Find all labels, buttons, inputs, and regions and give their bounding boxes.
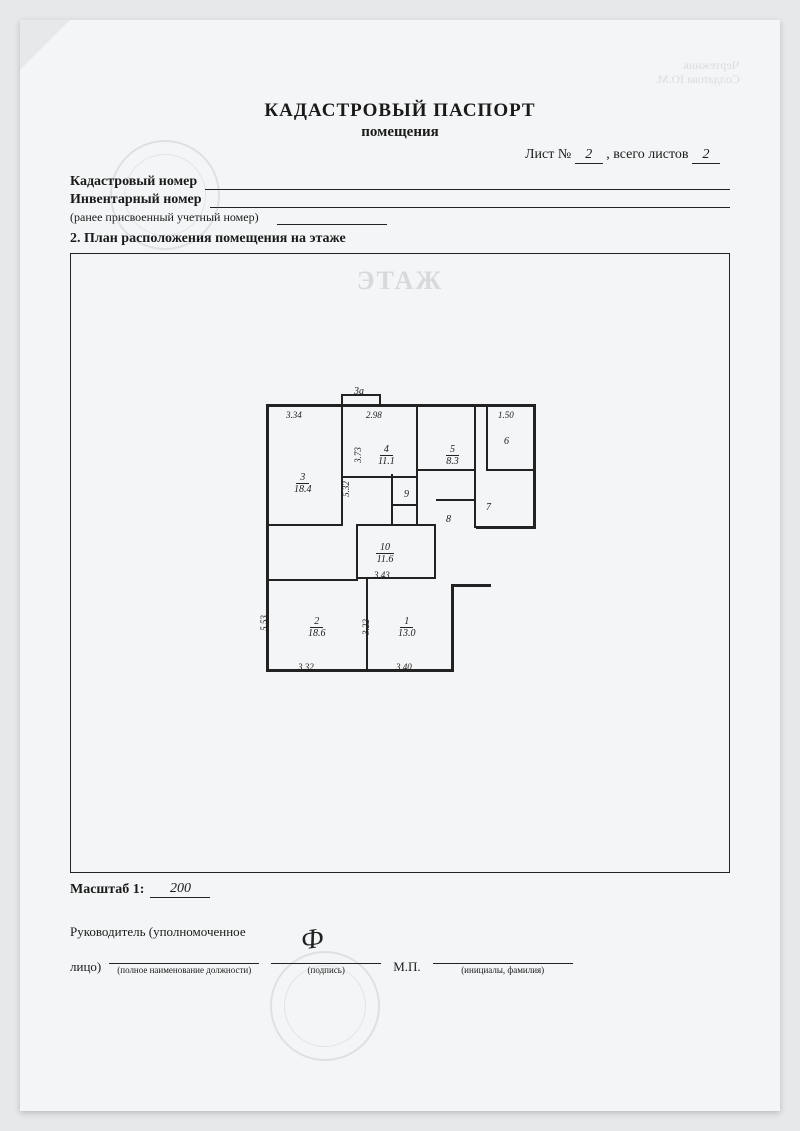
dimension-label: 3.34 xyxy=(286,410,302,420)
sig-line-sign xyxy=(271,948,381,964)
section-title: План расположения помещения на этаже xyxy=(84,231,346,246)
dimension-label: 5.53 xyxy=(259,615,269,631)
dimension-label: 2.98 xyxy=(366,410,382,420)
wall xyxy=(533,404,536,529)
cadastral-line xyxy=(205,176,730,190)
signature-block: Руководитель (уполномоченное лицо) (полн… xyxy=(70,924,730,975)
room-label-9: 9 xyxy=(404,489,409,500)
sig-role-2: лицо) xyxy=(70,959,101,975)
dimension-label: 1.50 xyxy=(498,410,514,420)
sig-role-1: Руководитель (уполномоченное xyxy=(70,924,259,940)
wall xyxy=(391,474,393,524)
room-label-7: 7 xyxy=(486,502,491,513)
sheet-total: 2 xyxy=(692,147,720,164)
plan-frame: ЭТАЖ 113.0 218.6 318.4 3a 411.1 58.3 6 7 8 9 1011.… xyxy=(70,253,730,873)
room-label-4: 411.1 xyxy=(378,444,395,467)
wall xyxy=(266,404,269,672)
stamp-abbr: М.П. xyxy=(393,959,420,974)
title-block: КАДАСТРОВЫЙ ПАСПОРТ помещения xyxy=(70,100,730,141)
floorplan: 113.0 218.6 318.4 3a 411.1 58.3 6 7 8 9 1011.6 3.34… xyxy=(246,374,556,684)
room-label-6: 6 xyxy=(504,436,509,447)
sheet-num: 2 xyxy=(575,147,603,164)
room-label-5: 58.3 xyxy=(446,444,459,467)
wall xyxy=(356,524,436,526)
signature-mark: Ф xyxy=(299,923,326,958)
wall xyxy=(391,504,417,506)
stamp-top xyxy=(110,140,220,250)
wall xyxy=(266,524,343,526)
room-label-8: 8 xyxy=(446,514,451,525)
dimension-label: 3.22 xyxy=(361,619,371,635)
wall xyxy=(356,577,436,579)
room-label-1: 113.0 xyxy=(398,616,416,639)
wall xyxy=(436,499,476,501)
sig-caption-sign: (подпись) xyxy=(271,965,381,975)
dimension-label: 3.43 xyxy=(374,570,390,580)
wall xyxy=(434,524,436,579)
wall xyxy=(341,406,343,526)
wall xyxy=(486,406,488,471)
dimension-label: 5.32 xyxy=(341,481,351,497)
watermark: ЭТАЖ xyxy=(357,266,443,296)
dimension-label: 3.73 xyxy=(353,447,363,463)
room-label-2: 218.6 xyxy=(308,616,326,639)
wall xyxy=(416,469,476,471)
inventory-line xyxy=(210,194,730,208)
sig-caption-name: (инициалы, фамилия) xyxy=(433,965,573,975)
sig-caption-role: (полное наименование должности) xyxy=(109,965,259,975)
wall xyxy=(341,394,343,406)
room-label-3: 318.4 xyxy=(294,472,312,495)
wall xyxy=(476,526,536,529)
wall xyxy=(266,669,454,672)
scale-value: 200 xyxy=(150,881,210,898)
wall xyxy=(416,406,418,526)
room-label-3a: 3a xyxy=(354,386,364,397)
wall xyxy=(379,394,381,406)
wall xyxy=(356,524,358,579)
faint-text-2: Солдатова Ю.М. xyxy=(655,72,740,87)
wall xyxy=(266,404,536,407)
corner-fold xyxy=(20,20,70,70)
sheet-prefix: Лист № xyxy=(525,147,571,162)
wall xyxy=(266,579,358,581)
title-sub: помещения xyxy=(70,124,730,141)
wall xyxy=(486,469,534,471)
sig-line-name xyxy=(433,948,573,964)
scale-label: Масштаб 1: xyxy=(70,882,144,898)
document-page: Чертежник Солдатова Ю.М. КАДАСТРОВЫЙ ПАС… xyxy=(20,20,780,1111)
wall xyxy=(451,584,454,672)
faint-text-1: Чертежник xyxy=(683,58,740,73)
wall xyxy=(451,584,491,587)
section-num: 2. xyxy=(70,231,81,246)
wall xyxy=(343,476,417,478)
title-main: КАДАСТРОВЫЙ ПАСПОРТ xyxy=(70,100,730,122)
sheet-total-prefix: , всего листов xyxy=(606,147,688,162)
inventory-note-line xyxy=(277,211,387,225)
dimension-label: 3.32 xyxy=(298,662,314,672)
room-label-10: 1011.6 xyxy=(376,542,394,565)
scale-row: Масштаб 1: 200 xyxy=(70,881,730,898)
sig-line-role xyxy=(109,948,259,964)
wall xyxy=(474,406,476,528)
dimension-label: 3.40 xyxy=(396,662,412,672)
